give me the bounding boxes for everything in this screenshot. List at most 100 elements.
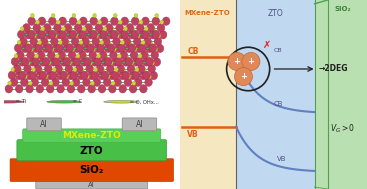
Circle shape: [59, 68, 63, 72]
Circle shape: [139, 20, 143, 24]
Circle shape: [11, 57, 19, 66]
Circle shape: [92, 37, 99, 46]
Circle shape: [35, 54, 39, 58]
Circle shape: [148, 74, 151, 79]
Circle shape: [143, 58, 150, 66]
Circle shape: [106, 64, 114, 73]
Text: = O, OHx...: = O, OHx...: [128, 99, 159, 104]
Circle shape: [73, 44, 81, 53]
Circle shape: [104, 57, 112, 66]
Text: ✗: ✗: [263, 40, 271, 50]
Circle shape: [235, 67, 252, 86]
Circle shape: [117, 64, 124, 73]
Circle shape: [73, 57, 81, 66]
Text: MXene-ZTO: MXene-ZTO: [62, 131, 121, 140]
Circle shape: [109, 61, 113, 65]
Circle shape: [90, 17, 98, 25]
Circle shape: [118, 31, 126, 39]
Circle shape: [152, 27, 156, 31]
Circle shape: [94, 57, 102, 66]
Circle shape: [70, 71, 78, 79]
Circle shape: [102, 37, 110, 46]
Circle shape: [71, 37, 79, 46]
Circle shape: [33, 34, 36, 38]
Circle shape: [152, 17, 160, 25]
Circle shape: [100, 17, 108, 25]
Circle shape: [87, 41, 90, 45]
Circle shape: [141, 40, 145, 44]
Circle shape: [157, 24, 165, 32]
Circle shape: [70, 58, 78, 66]
Circle shape: [88, 71, 95, 80]
Circle shape: [20, 27, 24, 31]
Circle shape: [154, 37, 162, 46]
Text: +: +: [240, 72, 247, 81]
Circle shape: [31, 78, 39, 86]
Circle shape: [28, 17, 35, 25]
Circle shape: [51, 37, 58, 46]
Circle shape: [43, 24, 51, 32]
Circle shape: [23, 74, 27, 79]
Circle shape: [142, 17, 149, 25]
Circle shape: [104, 101, 138, 103]
Circle shape: [147, 24, 155, 32]
Circle shape: [74, 34, 78, 38]
Circle shape: [113, 37, 120, 46]
Circle shape: [95, 24, 103, 32]
Text: →2DEG: →2DEG: [318, 64, 348, 74]
Circle shape: [95, 34, 98, 38]
Circle shape: [77, 20, 81, 24]
Circle shape: [66, 41, 70, 45]
Circle shape: [90, 27, 93, 31]
Text: Al: Al: [40, 120, 48, 129]
Circle shape: [150, 71, 157, 80]
Circle shape: [29, 58, 36, 66]
Circle shape: [124, 78, 132, 86]
Circle shape: [25, 31, 32, 39]
Circle shape: [160, 20, 164, 24]
Circle shape: [50, 47, 54, 51]
Circle shape: [88, 85, 95, 93]
Circle shape: [38, 30, 46, 39]
Circle shape: [136, 34, 140, 38]
Circle shape: [26, 71, 33, 80]
Circle shape: [62, 27, 65, 31]
Circle shape: [132, 71, 140, 79]
Circle shape: [67, 85, 75, 93]
Circle shape: [111, 81, 115, 85]
Circle shape: [110, 17, 118, 25]
Circle shape: [109, 85, 116, 93]
Circle shape: [44, 74, 48, 79]
Circle shape: [80, 30, 87, 39]
Circle shape: [133, 37, 141, 46]
Circle shape: [18, 71, 26, 79]
Circle shape: [84, 57, 91, 66]
Circle shape: [81, 37, 89, 46]
FancyBboxPatch shape: [10, 159, 174, 181]
Circle shape: [125, 54, 128, 58]
Text: $V_G > 0$: $V_G > 0$: [330, 122, 355, 135]
Circle shape: [54, 24, 61, 32]
Circle shape: [128, 44, 136, 52]
Circle shape: [156, 44, 164, 53]
Circle shape: [64, 24, 72, 32]
Circle shape: [151, 51, 159, 59]
Circle shape: [19, 37, 27, 46]
Text: ZTO: ZTO: [80, 146, 103, 156]
FancyBboxPatch shape: [36, 180, 148, 189]
Circle shape: [57, 20, 60, 24]
Circle shape: [96, 64, 104, 73]
Circle shape: [57, 71, 64, 80]
Circle shape: [108, 44, 115, 52]
Circle shape: [135, 57, 143, 66]
Text: ZTO: ZTO: [268, 9, 283, 18]
Circle shape: [58, 51, 65, 59]
Circle shape: [33, 24, 41, 32]
Circle shape: [145, 27, 148, 31]
Circle shape: [122, 71, 130, 79]
Circle shape: [129, 85, 137, 93]
Circle shape: [46, 44, 53, 52]
Circle shape: [130, 61, 134, 65]
Circle shape: [68, 51, 76, 59]
Text: VB: VB: [187, 130, 199, 139]
